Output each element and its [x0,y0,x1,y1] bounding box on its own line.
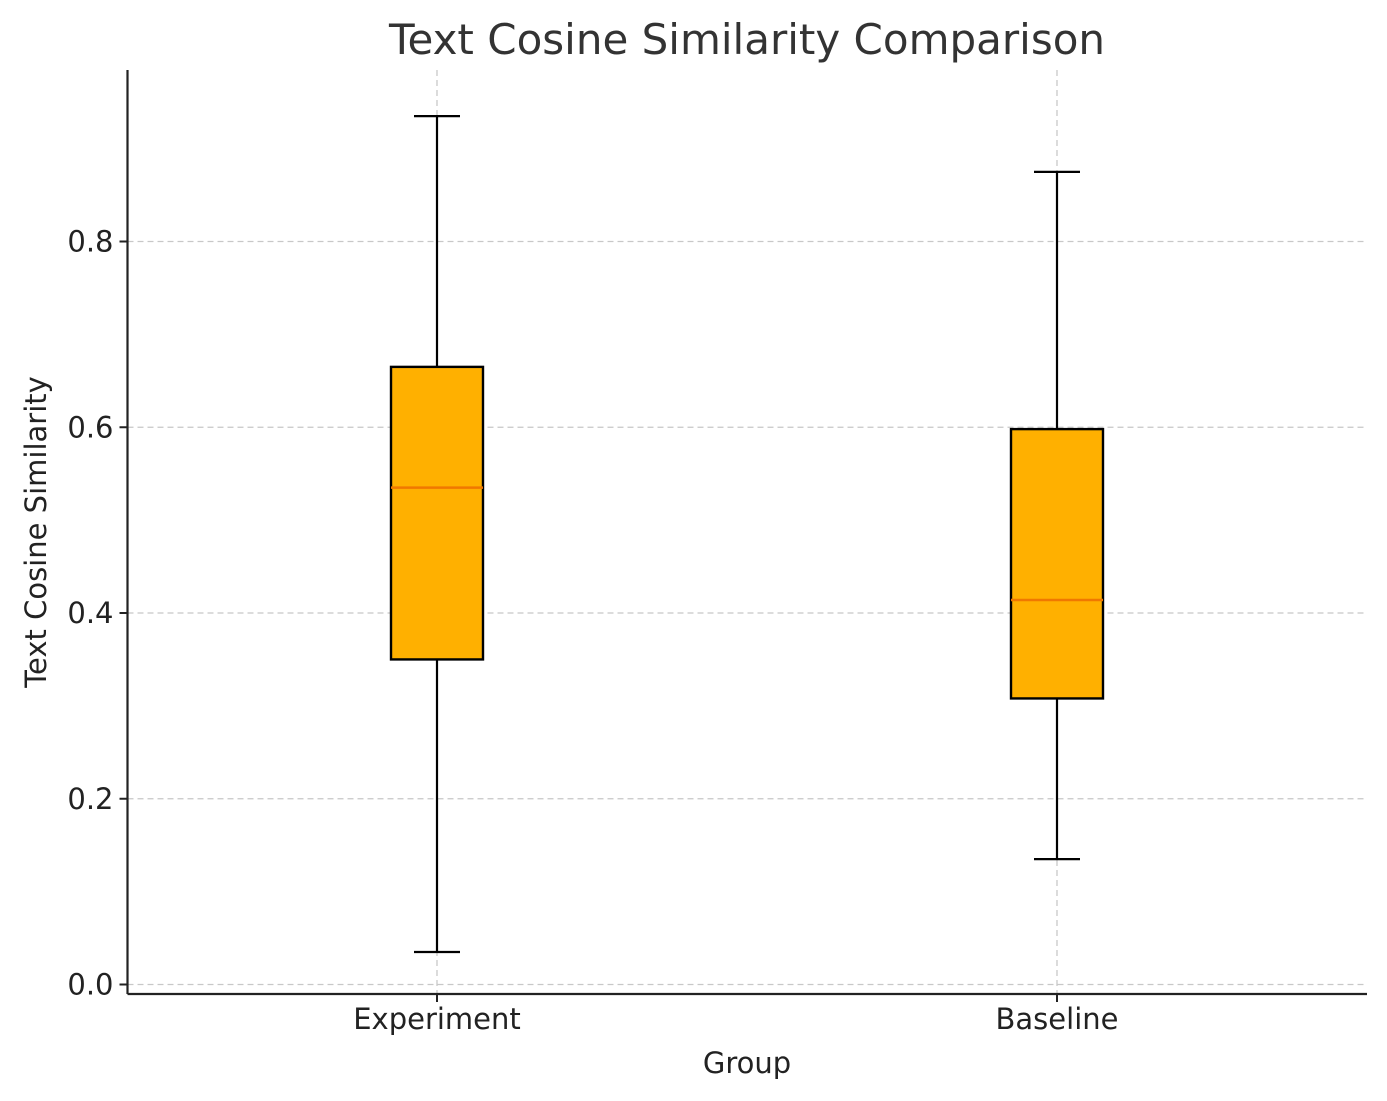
grid-lines [127,70,1367,994]
y-tick-label: 0.0 [67,968,113,1002]
box-group-baseline [1009,170,1105,861]
axis-ticks: 0.0 0.2 0.4 0.6 0.8 Experiment Baseline [67,225,1118,1037]
iqr-box [389,365,485,661]
y-axis-label: Text Cosine Similarity [19,376,53,689]
x-tick-label: Experiment [353,1002,521,1036]
box-group-experiment [389,115,485,954]
plot-area [389,115,1105,954]
y-tick-label: 0.6 [67,410,113,444]
iqr-box [1009,427,1105,700]
chart-title: Text Cosine Similarity Comparison [388,15,1105,64]
y-tick-label: 0.2 [67,782,113,816]
y-tick-label: 0.8 [67,225,113,259]
x-axis-label: Group [703,1046,791,1080]
y-tick-label: 0.4 [67,596,113,630]
x-tick-label: Baseline [996,1002,1119,1036]
axes [126,70,1367,996]
